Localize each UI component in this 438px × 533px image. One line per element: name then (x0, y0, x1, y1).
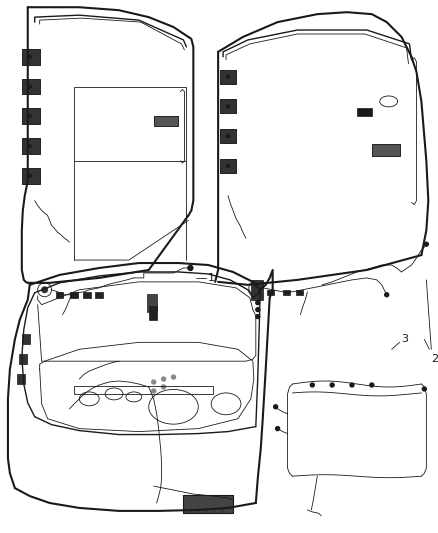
Bar (372, 144, 399, 156)
Bar (71, 292, 78, 298)
Bar (267, 290, 274, 295)
Bar (22, 108, 40, 124)
Circle shape (28, 174, 31, 177)
Bar (154, 116, 178, 126)
Circle shape (188, 265, 193, 270)
Circle shape (42, 287, 48, 293)
Circle shape (172, 375, 176, 379)
Bar (22, 108, 40, 124)
Bar (17, 374, 25, 384)
Bar (22, 168, 40, 184)
Bar (220, 70, 236, 84)
Bar (283, 290, 290, 295)
Bar (22, 49, 40, 64)
Circle shape (422, 387, 426, 391)
Bar (22, 138, 40, 154)
Circle shape (28, 85, 31, 88)
Bar (154, 116, 178, 126)
Bar (184, 495, 233, 513)
Text: 3: 3 (402, 334, 409, 344)
Bar (147, 294, 157, 312)
Bar (19, 354, 27, 364)
Bar (184, 495, 233, 513)
Bar (22, 49, 40, 64)
Circle shape (256, 314, 260, 319)
Circle shape (370, 383, 374, 387)
Bar (22, 78, 40, 94)
Circle shape (350, 383, 354, 387)
Circle shape (226, 75, 230, 78)
Circle shape (256, 308, 260, 312)
Circle shape (276, 426, 279, 431)
Circle shape (162, 377, 166, 381)
Circle shape (330, 383, 334, 387)
Text: 1: 1 (208, 273, 215, 283)
Text: 2: 2 (431, 354, 438, 364)
Circle shape (28, 115, 31, 118)
Circle shape (162, 385, 166, 389)
Bar (83, 292, 91, 298)
Circle shape (226, 164, 230, 167)
Circle shape (274, 405, 278, 409)
Circle shape (256, 301, 260, 305)
Circle shape (385, 293, 389, 297)
Circle shape (311, 383, 314, 387)
Bar (22, 168, 40, 184)
Bar (22, 138, 40, 154)
Bar (56, 292, 64, 298)
Circle shape (226, 105, 230, 108)
Bar (357, 108, 372, 116)
Bar (251, 280, 263, 300)
Bar (372, 144, 399, 156)
Circle shape (424, 242, 428, 246)
Circle shape (152, 389, 155, 393)
Bar (220, 100, 236, 114)
Bar (297, 290, 304, 295)
Bar (220, 100, 236, 114)
Bar (220, 129, 236, 143)
Circle shape (28, 144, 31, 148)
Bar (220, 159, 236, 173)
Bar (220, 129, 236, 143)
Bar (22, 334, 30, 344)
Circle shape (253, 285, 259, 291)
Bar (95, 292, 103, 298)
Bar (220, 70, 236, 84)
Circle shape (226, 135, 230, 138)
Circle shape (152, 380, 155, 384)
Bar (22, 78, 40, 94)
Bar (220, 159, 236, 173)
Circle shape (28, 55, 31, 58)
Bar (149, 305, 157, 320)
Bar (74, 386, 213, 394)
